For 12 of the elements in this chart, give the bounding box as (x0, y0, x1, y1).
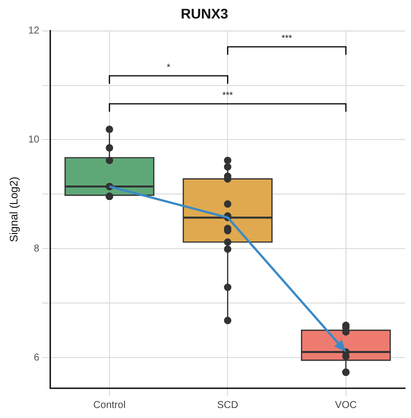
y-tick-label: 10 (28, 134, 40, 146)
y-tick-label: 12 (28, 26, 40, 37)
x-tick-label: Control (93, 400, 126, 411)
annotation: *** (222, 90, 234, 100)
x-tick-label: VOC (335, 400, 357, 411)
annotation: * (166, 62, 171, 72)
y-tick-label: 8 (34, 243, 40, 254)
chart-title: RUNX3 (180, 5, 228, 22)
y-axis-title: Signal (Log2) (8, 176, 21, 242)
x-tick-label: SCD (217, 400, 238, 411)
annotation: *** (282, 32, 293, 43)
y-tick-label: 6 (34, 352, 40, 364)
